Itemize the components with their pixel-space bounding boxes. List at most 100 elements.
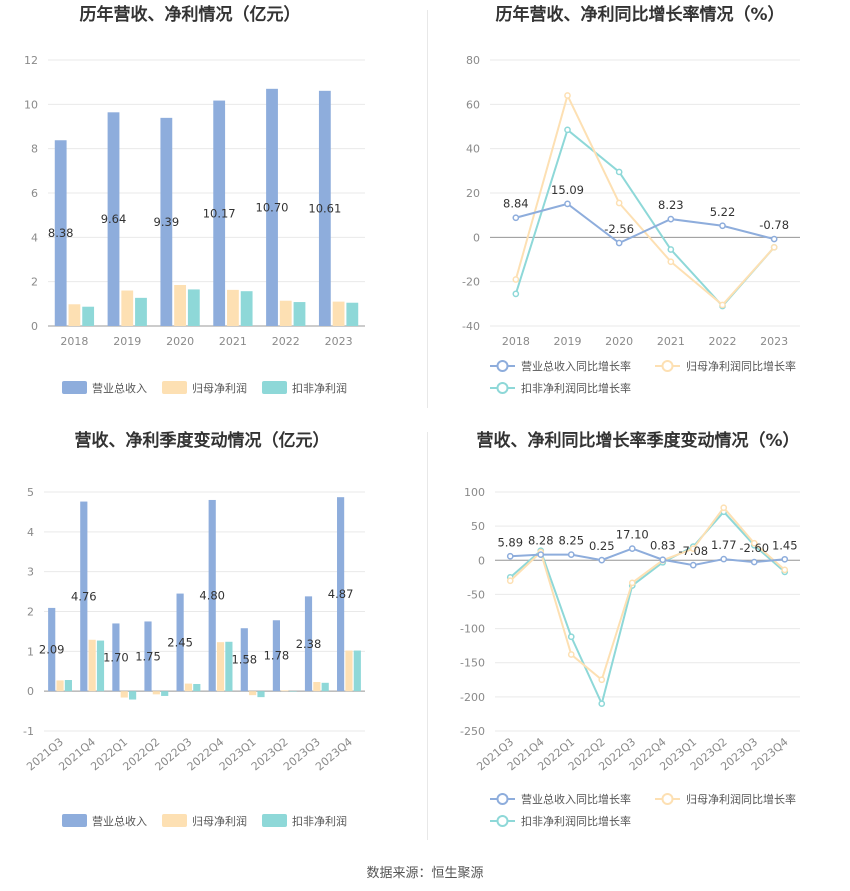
bar-归母净利润 [184,683,193,692]
bar-营业总收入 [208,499,216,692]
y-tick-label: 10 [24,98,38,111]
quarterly-revenue-profit-chart: 营收、净利季度变动情况（亿元） -1 0 1 2 3 4 5 2021Q3 2021Q4 2022Q… [0,425,425,855]
data-point [615,239,623,247]
bar-归母净利润 [249,691,257,696]
series-line-扣非净利润同比增长率 [509,510,786,707]
vertical-separator-top [427,10,428,408]
bar-营业总收入 [80,501,88,692]
legend-label: 营业总收入 [92,814,147,828]
data-point [567,651,575,658]
data-label: -2.56 [604,222,634,236]
data-label: 0.25 [589,539,615,553]
series-line-扣非净利润同比增长率 [514,128,775,308]
data-point [719,222,726,230]
series-line-归母净利润同比增长率 [514,92,775,307]
bar-扣非净利润 [346,302,359,326]
legend-label: 营业总收入 [92,381,147,395]
bar-归母净利润 [174,284,186,326]
y-tick-label: 6 [31,187,38,200]
data-label: 2.38 [296,637,322,651]
annual-revenue-profit-chart: 历年营收、净利情况（亿元） 0 2 4 6 8 10 12 2018 2019 2020 2021 20… [0,0,425,430]
bar-扣非净利润 [96,640,105,692]
legend-label: 扣非净利润 [292,381,347,395]
bar-归母净利润 [120,691,128,698]
data-label: -7.08 [678,544,708,558]
bar-扣非净利润 [161,691,169,696]
data-point [750,558,758,566]
y-tick-label: 8 [31,143,38,156]
y-tick-label: 0 [473,231,480,244]
y-tick-label: -1 [23,725,34,738]
data-point [598,700,606,708]
bar-扣非净利润 [135,297,147,326]
data-point [689,545,697,553]
y-tick-label: -100 [460,623,485,636]
data-label: 1.58 [231,653,257,667]
data-label: 8.28 [528,534,554,548]
legend-swatch [162,814,187,827]
data-point [512,276,520,283]
y-tick-label: 2 [27,606,34,619]
series-line-营业总收入同比增长率 [510,547,785,567]
data-point [615,168,623,176]
bar-扣非净利润 [82,306,95,326]
bar-营业总收入 [304,596,313,692]
data-label: 1.45 [772,538,798,552]
data-label: 2.09 [39,643,65,657]
y-tick-label: 0 [478,554,485,567]
y-tick-label: -200 [460,691,485,704]
bar-归母净利润 [216,642,225,692]
data-point [667,215,675,223]
x-tick-label: 2018 [502,335,530,348]
data-label: 10.61 [308,201,341,215]
data-label: 9.39 [154,215,180,229]
legend-marker [496,360,509,372]
x-tick-label: 2023 [760,335,788,348]
data-point [659,556,667,564]
data-point [598,556,606,564]
bar-营业总收入 [176,593,184,692]
data-label: 1.70 [103,650,129,664]
data-point [770,243,778,251]
data-point [567,633,575,641]
bar-扣非净利润 [293,302,306,326]
data-point [781,566,789,574]
bar-归母净利润 [332,301,345,326]
legend-label: 营业总收入同比增长率 [521,359,631,373]
bar-归母净利润 [313,682,321,692]
annual-growth-rate-chart: 历年营收、净利同比增长率情况（%） -40 -20 0 20 40 60 80 2018 2019… [425,0,850,430]
data-point [689,561,697,569]
legend-marker [661,793,674,805]
vertical-separator-bottom [427,432,428,840]
y-tick-label: 50 [471,520,485,533]
bar-营业总收入 [144,621,152,692]
annual-revenue-profit-svg: 历年营收、净利情况（亿元） 0 2 4 6 8 10 12 2018 2019 2020 2021 20… [24,4,365,395]
y-tick-label: 20 [466,187,480,200]
legend-label: 归母净利润 [192,381,247,395]
data-label: -0.78 [759,218,789,232]
bar-扣非净利润 [257,691,265,698]
data-point [512,214,520,222]
x-tick-label: 2019 [113,335,141,348]
data-point [770,235,778,243]
bar-扣非净利润 [187,289,200,326]
data-point [564,200,571,208]
x-tick-label: 2023 [325,335,353,348]
bar-归母净利润 [281,690,289,692]
y-tick-label: 4 [31,231,38,244]
y-tick-label: 4 [27,526,34,539]
x-tick-label: 2018 [60,335,88,348]
data-label: -2.60 [739,541,769,555]
legend-label: 营业总收入同比增长率 [521,792,631,806]
data-label: 9.64 [101,212,127,226]
y-tick-label: 5 [27,486,34,499]
bar-扣非净利润 [240,291,253,326]
data-label: 10.17 [203,206,236,220]
x-tick-label: 2020 [166,335,194,348]
bar-营业总收入 [240,628,248,692]
y-tick-label: -150 [460,657,485,670]
legend-swatch [62,381,87,394]
bar-营业总收入 [272,620,280,692]
legend-label: 归母净利润同比增长率 [686,792,796,806]
y-tick-label: 100 [464,486,485,499]
